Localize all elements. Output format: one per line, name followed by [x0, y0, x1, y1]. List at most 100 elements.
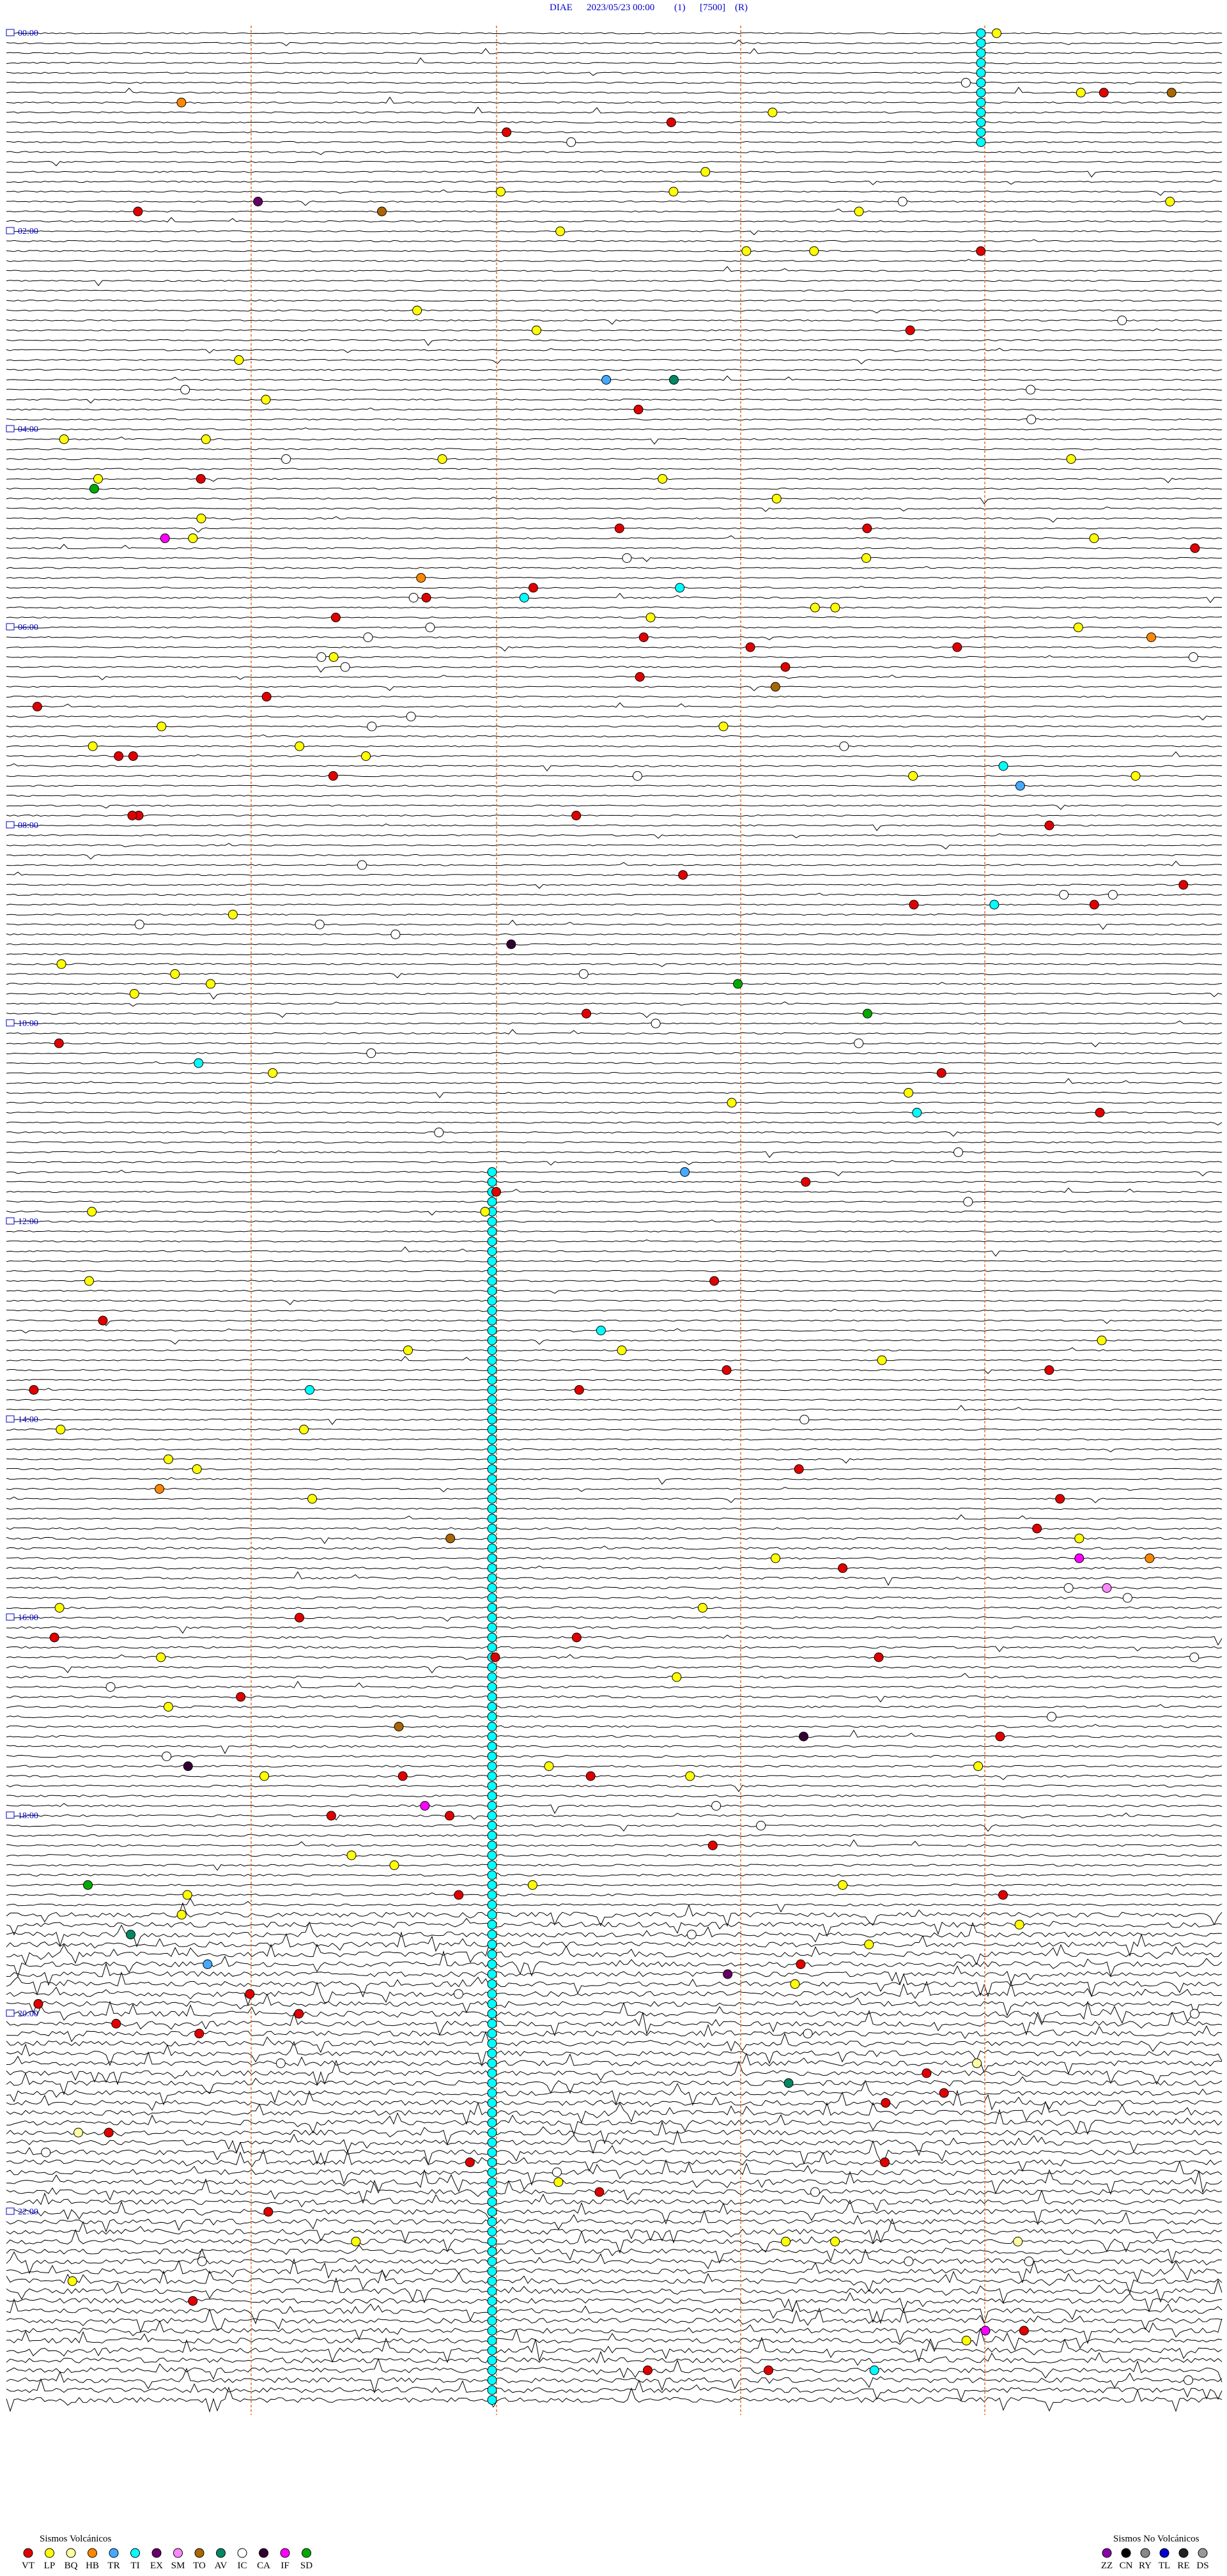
event-marker: [909, 900, 919, 910]
trace: [6, 1892, 1223, 1897]
event-marker: [305, 1385, 315, 1395]
event-marker: [544, 1761, 554, 1771]
event-marker: [261, 692, 272, 702]
datetime: 2023/05/23 00:00: [587, 3, 654, 13]
trace: [6, 279, 1223, 286]
trace: [6, 814, 1223, 817]
legend-swatch: [1198, 2548, 1208, 2558]
event-marker: [487, 1890, 497, 1900]
event-marker: [487, 1870, 497, 1880]
trace: [6, 506, 1223, 512]
row-marker: [6, 1217, 15, 1225]
row-marker: [6, 29, 15, 36]
event-marker: [756, 1821, 766, 1830]
event-marker: [196, 514, 206, 523]
trace: [6, 2169, 1223, 2195]
trace: [6, 854, 1223, 860]
event-marker: [487, 2316, 497, 2326]
event-marker: [939, 2088, 949, 2098]
event-marker: [487, 1880, 497, 1890]
event-marker: [487, 1553, 497, 1563]
event-marker: [389, 1860, 399, 1870]
event-marker: [487, 1751, 497, 1761]
legend-swatch: [151, 2548, 162, 2558]
event-marker: [487, 1504, 497, 1514]
trace: [6, 200, 1223, 206]
event-marker: [722, 1365, 732, 1375]
event-marker: [105, 1682, 116, 1692]
event-marker: [127, 811, 137, 820]
trace: [6, 861, 1223, 866]
trace: [6, 427, 1223, 431]
event-marker: [1076, 88, 1086, 98]
event-marker: [397, 1771, 408, 1781]
trace: [6, 1715, 1223, 1719]
row-marker: [6, 623, 15, 631]
event-marker: [830, 2237, 840, 2246]
event-marker: [976, 68, 986, 78]
trace: [6, 1468, 1223, 1471]
event-marker: [182, 1890, 192, 1900]
event-marker: [194, 2028, 204, 2039]
legend-code: SM: [171, 2561, 185, 2571]
event-marker: [1024, 2257, 1034, 2266]
event-marker: [869, 2365, 879, 2375]
event-marker: [487, 1940, 497, 1949]
event-marker: [89, 484, 99, 494]
trace: [6, 457, 1223, 461]
event-marker: [294, 1613, 304, 1623]
trace: [6, 2269, 1223, 2295]
trace: [6, 1246, 1223, 1257]
event-marker: [299, 1425, 309, 1434]
event-marker: [163, 1454, 173, 1464]
event-marker: [491, 1187, 501, 1197]
trace: [6, 919, 1223, 930]
trace: [6, 1111, 1223, 1114]
event-marker: [864, 1940, 874, 1949]
row-marker: [6, 227, 15, 234]
event-marker: [487, 1801, 497, 1811]
event-marker: [585, 1771, 596, 1781]
trace: [6, 655, 1223, 659]
event-marker: [1089, 900, 1099, 910]
trace: [6, 843, 1223, 850]
legend-swatch: [216, 2548, 226, 2558]
trace: [6, 180, 1222, 185]
event-marker: [445, 1533, 456, 1544]
trace: [6, 544, 1223, 549]
trace: [6, 2292, 1223, 2313]
event-marker: [976, 137, 986, 147]
event-marker: [799, 1731, 809, 1742]
mode: (R): [735, 3, 748, 13]
event-marker: [420, 1801, 430, 1811]
event-marker: [881, 2098, 891, 2108]
event-marker: [126, 1929, 136, 1940]
event-marker: [668, 375, 679, 385]
trace: [6, 2218, 1223, 2244]
event-marker: [234, 355, 244, 365]
trace: [6, 1001, 1223, 1007]
event-marker: [487, 1761, 497, 1771]
event-marker: [992, 28, 1002, 38]
event-marker: [176, 98, 187, 107]
event-marker: [33, 1999, 43, 2009]
trace: [6, 32, 1223, 34]
event-marker: [680, 1167, 690, 1177]
trace: [6, 1724, 1223, 1728]
trace: [6, 535, 1223, 540]
event-marker: [487, 1672, 497, 1682]
trace: [6, 1883, 1223, 1887]
trace: [6, 745, 1223, 747]
event-marker: [275, 2058, 286, 2068]
trace: [6, 151, 1223, 155]
trace: [6, 2129, 1223, 2156]
event-marker: [502, 127, 512, 137]
trace: [6, 2000, 1223, 2025]
event-marker: [87, 1207, 97, 1216]
event-marker: [830, 602, 840, 613]
event-marker: [406, 712, 416, 721]
event-marker: [487, 2167, 497, 2177]
trace: [6, 2089, 1223, 2111]
legend-code: HB: [86, 2561, 99, 2571]
event-marker: [709, 1276, 720, 1286]
